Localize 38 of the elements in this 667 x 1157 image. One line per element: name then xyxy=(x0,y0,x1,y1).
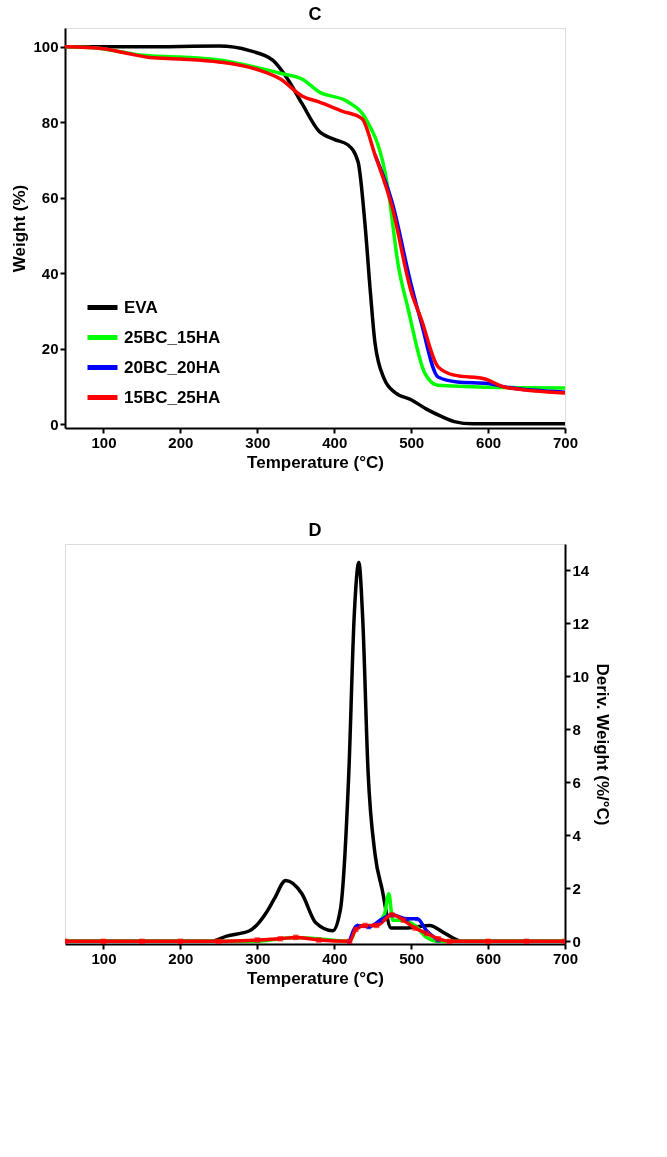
y2-tick-label: 10 xyxy=(572,667,590,685)
y-tick-label: 20 xyxy=(41,340,59,358)
y-axis-title: Weight (%) xyxy=(10,184,30,273)
chart-title: D xyxy=(308,520,322,540)
chart-title: C xyxy=(308,4,322,24)
y-tick-label: 40 xyxy=(41,264,59,282)
x-tick-label: 100 xyxy=(91,949,117,967)
y2-tick-label: 14 xyxy=(572,561,590,579)
x-tick-label: 600 xyxy=(476,949,502,967)
x-tick-label: 500 xyxy=(399,949,425,967)
y2-tick-label: 8 xyxy=(572,720,581,738)
legend-label: 20BC_20HA xyxy=(124,357,221,377)
y-tick-label: 0 xyxy=(50,415,59,433)
x-tick-label: 700 xyxy=(552,433,579,451)
legend-label: 15BC_25HA xyxy=(124,387,221,407)
y2-tick-label: 4 xyxy=(572,826,582,844)
x-tick-label: 600 xyxy=(476,433,502,451)
x-tick-label: 400 xyxy=(322,433,348,451)
y-tick-label: 60 xyxy=(41,189,59,207)
x-axis-title: Temperature (°C) xyxy=(247,968,384,988)
y2-tick-label: 2 xyxy=(572,879,581,897)
x-tick-label: 700 xyxy=(552,949,579,967)
y-tick-label: 80 xyxy=(41,113,59,131)
y-tick-label: 100 xyxy=(33,38,59,56)
y2-tick-label: 6 xyxy=(572,773,581,791)
legend-label: 25BC_15HA xyxy=(124,327,221,347)
y2-tick-label: 0 xyxy=(572,932,581,950)
x-tick-label: 200 xyxy=(168,433,194,451)
x-tick-label: 100 xyxy=(91,433,117,451)
y2-tick-label: 12 xyxy=(572,614,590,632)
x-tick-label: 500 xyxy=(399,433,425,451)
legend-label: EVA xyxy=(124,297,158,317)
x-axis-title: Temperature (°C) xyxy=(247,452,384,472)
x-tick-label: 400 xyxy=(322,949,348,967)
x-tick-label: 200 xyxy=(168,949,194,967)
y2-axis-title: Deriv. Weight (%/°C) xyxy=(593,663,613,826)
x-tick-label: 300 xyxy=(245,433,271,451)
x-tick-label: 300 xyxy=(245,949,271,967)
